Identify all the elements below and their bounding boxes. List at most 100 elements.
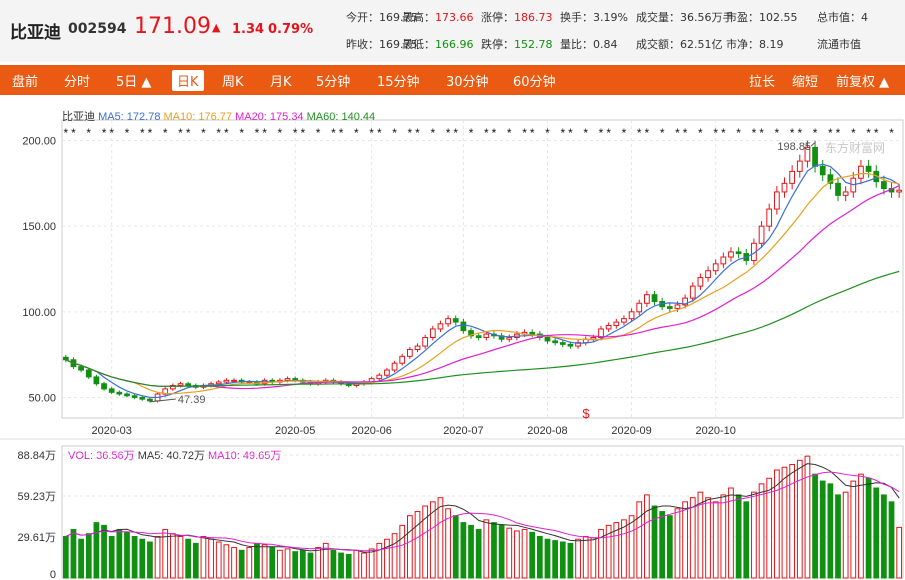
quote-value: 3.19% [593, 11, 628, 24]
event-marker: * [140, 126, 145, 140]
stock-price: 171.09 [134, 14, 211, 39]
volume-bar [399, 524, 406, 579]
tab-3[interactable]: 日K [172, 70, 204, 91]
volume-bar [208, 538, 214, 579]
event-marker: * [522, 126, 527, 140]
period-tabbar: 盘前 分时 5日 ▲ 日K 周K 月K 5分钟 15分钟 30分钟 60分钟 拉长 缩短 前复权 ▲ [0, 65, 905, 95]
candle [575, 342, 581, 347]
candle [460, 321, 467, 332]
tab-8[interactable]: 30分钟 [446, 75, 489, 90]
quote-item: 成交额：62.51亿 [636, 36, 723, 52]
time-tick-label: 2020-03 [92, 425, 132, 437]
tab-2[interactable]: 5日 ▲ [116, 75, 152, 90]
event-marker: * [102, 126, 107, 140]
volume-bar [682, 501, 688, 579]
quote-label: 成交量： [636, 11, 680, 24]
volume-tick-label: 59.23万 [17, 491, 56, 503]
candle [682, 297, 688, 306]
volume-bar [842, 491, 849, 579]
tab-5[interactable]: 月K [270, 75, 292, 90]
candle [445, 318, 451, 325]
candle [406, 348, 413, 357]
candle [651, 294, 658, 303]
volume-bar [330, 549, 337, 579]
volume-bar [812, 473, 818, 579]
tab-7[interactable]: 15分钟 [377, 75, 420, 90]
event-marker: * [713, 126, 718, 140]
candle [712, 263, 719, 272]
volume-bar [200, 535, 207, 579]
candle [475, 335, 482, 339]
volume-bar [720, 494, 727, 579]
volume-bar [215, 541, 222, 579]
tool-1[interactable]: 缩短 [792, 75, 819, 90]
candle [590, 337, 597, 340]
event-marker: * [86, 126, 91, 140]
candle [636, 302, 643, 313]
event-marker: * [392, 126, 397, 140]
candle [644, 294, 650, 304]
kline-chart: 比亚迪 MA5: 172.78 MA10: 176.77 MA20: 175.3… [0, 110, 905, 580]
dividend-marker: $ [582, 406, 590, 421]
tool-2[interactable]: 前复权 ▲ [836, 75, 890, 90]
candle [108, 388, 115, 393]
volume-bar [712, 501, 719, 579]
event-marker: * [775, 126, 780, 140]
volume-bar [177, 535, 184, 579]
candle [689, 285, 696, 299]
candle [124, 393, 130, 397]
tab-9[interactable]: 60分钟 [513, 75, 556, 90]
tool-0[interactable]: 拉长 [749, 75, 776, 90]
candle [773, 191, 780, 210]
vol-legend: VOL: 36.56万 MA5: 40.72万 MA10: 49.65万 [68, 450, 281, 462]
candle [468, 330, 474, 337]
tab-0[interactable]: 盘前 [12, 75, 39, 90]
price-tick-label: 200.00 [22, 136, 56, 148]
volume-bar [361, 552, 367, 579]
price-frame [61, 119, 904, 419]
volume-bar [582, 535, 589, 579]
candle [819, 165, 826, 176]
stock-change-pct: 0.79% [268, 22, 314, 37]
volume-bar [674, 508, 681, 579]
candle [552, 340, 559, 344]
candle [452, 318, 459, 323]
event-marker: * [278, 126, 283, 140]
volume-bar [827, 483, 834, 579]
legend-ma60: MA60: 140.44 [307, 111, 376, 123]
vol-legend-ma5: MA5: 40.72万 [138, 450, 208, 462]
candle [384, 369, 390, 376]
candle [544, 337, 551, 342]
event-marker: * [874, 126, 879, 140]
candle [223, 379, 230, 383]
volume-bar [628, 515, 635, 579]
candle [567, 343, 574, 347]
candle [896, 189, 903, 193]
candle [78, 366, 84, 371]
tab-1[interactable]: 分时 [64, 75, 91, 90]
event-marker: * [698, 126, 703, 140]
candle [391, 362, 398, 371]
event-marker: * [530, 126, 535, 140]
event-marker: * [683, 126, 688, 140]
volume-bar [567, 542, 574, 579]
volume-bar [376, 542, 383, 579]
ma-legend: 比亚迪 MA5: 172.78 MA10: 176.77 MA20: 175.3… [62, 110, 375, 123]
volume-bar [406, 515, 413, 579]
event-marker: * [415, 126, 420, 140]
volume-bar [575, 538, 581, 579]
volume-bar [636, 501, 643, 579]
volume-bar [850, 480, 857, 579]
time-tick-label: 2020-09 [611, 425, 651, 437]
volume-bar [697, 491, 704, 579]
candle [812, 146, 818, 167]
volume-bar [284, 548, 291, 579]
event-marker: * [568, 126, 573, 140]
low-label: 47.39 [178, 394, 206, 406]
tab-4[interactable]: 周K [222, 75, 244, 90]
volume-bar [804, 455, 811, 579]
candle [498, 335, 505, 340]
event-marker: * [759, 126, 764, 140]
tab-6[interactable]: 5分钟 [316, 75, 351, 90]
volume-bar [651, 505, 658, 579]
